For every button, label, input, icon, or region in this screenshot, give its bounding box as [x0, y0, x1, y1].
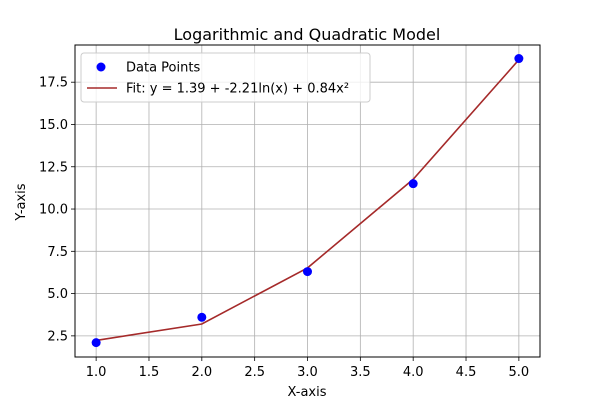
x-tick-label: 2.0 — [191, 365, 212, 380]
legend-marker-scatter — [96, 62, 106, 72]
data-point — [91, 338, 101, 348]
y-tick-label: 12.5 — [39, 160, 68, 175]
legend-label: Data Points — [126, 61, 200, 76]
y-tick-label: 17.5 — [39, 76, 68, 91]
x-axis-label: X-axis — [288, 385, 327, 400]
legend: Data Points Fit: y = 1.39 + -2.21ln(x) + … — [80, 52, 371, 103]
data-point — [408, 179, 418, 189]
x-tick-label: 3.5 — [350, 365, 371, 380]
x-tick-label: 3.0 — [297, 365, 318, 380]
y-tick-label: 7.5 — [47, 245, 68, 260]
x-tick-label: 1.5 — [139, 365, 160, 380]
y-axis-label: Y-axis — [14, 183, 29, 221]
legend-box — [80, 52, 371, 103]
legend-label: Fit: y = 1.39 + -2.21ln(x) + 0.84x² — [126, 82, 349, 97]
data-point — [514, 54, 524, 64]
x-tick-label: 4.5 — [456, 365, 477, 380]
x-tick-label: 2.5 — [244, 365, 265, 380]
y-tick-label: 5.0 — [47, 287, 68, 302]
data-point — [303, 267, 312, 277]
y-tick-label: 10.0 — [39, 203, 68, 218]
y-tick-label: 2.5 — [47, 329, 68, 344]
x-tick-label: 5.0 — [509, 365, 530, 380]
chart-title: Logarithmic and Quadratic Model — [174, 25, 441, 44]
axis-ticks: 1.0 1.5 2.0 2.5 3.0 3.5 4.0 4.5 5.0 2.5 5.0 7.5 10.0… — [39, 76, 529, 380]
plot-series — [91, 54, 524, 348]
x-tick-label: 1.0 — [86, 365, 107, 380]
data-point — [197, 312, 207, 322]
y-tick-label: 15.0 — [39, 118, 68, 133]
x-tick-label: 4.0 — [403, 365, 424, 380]
